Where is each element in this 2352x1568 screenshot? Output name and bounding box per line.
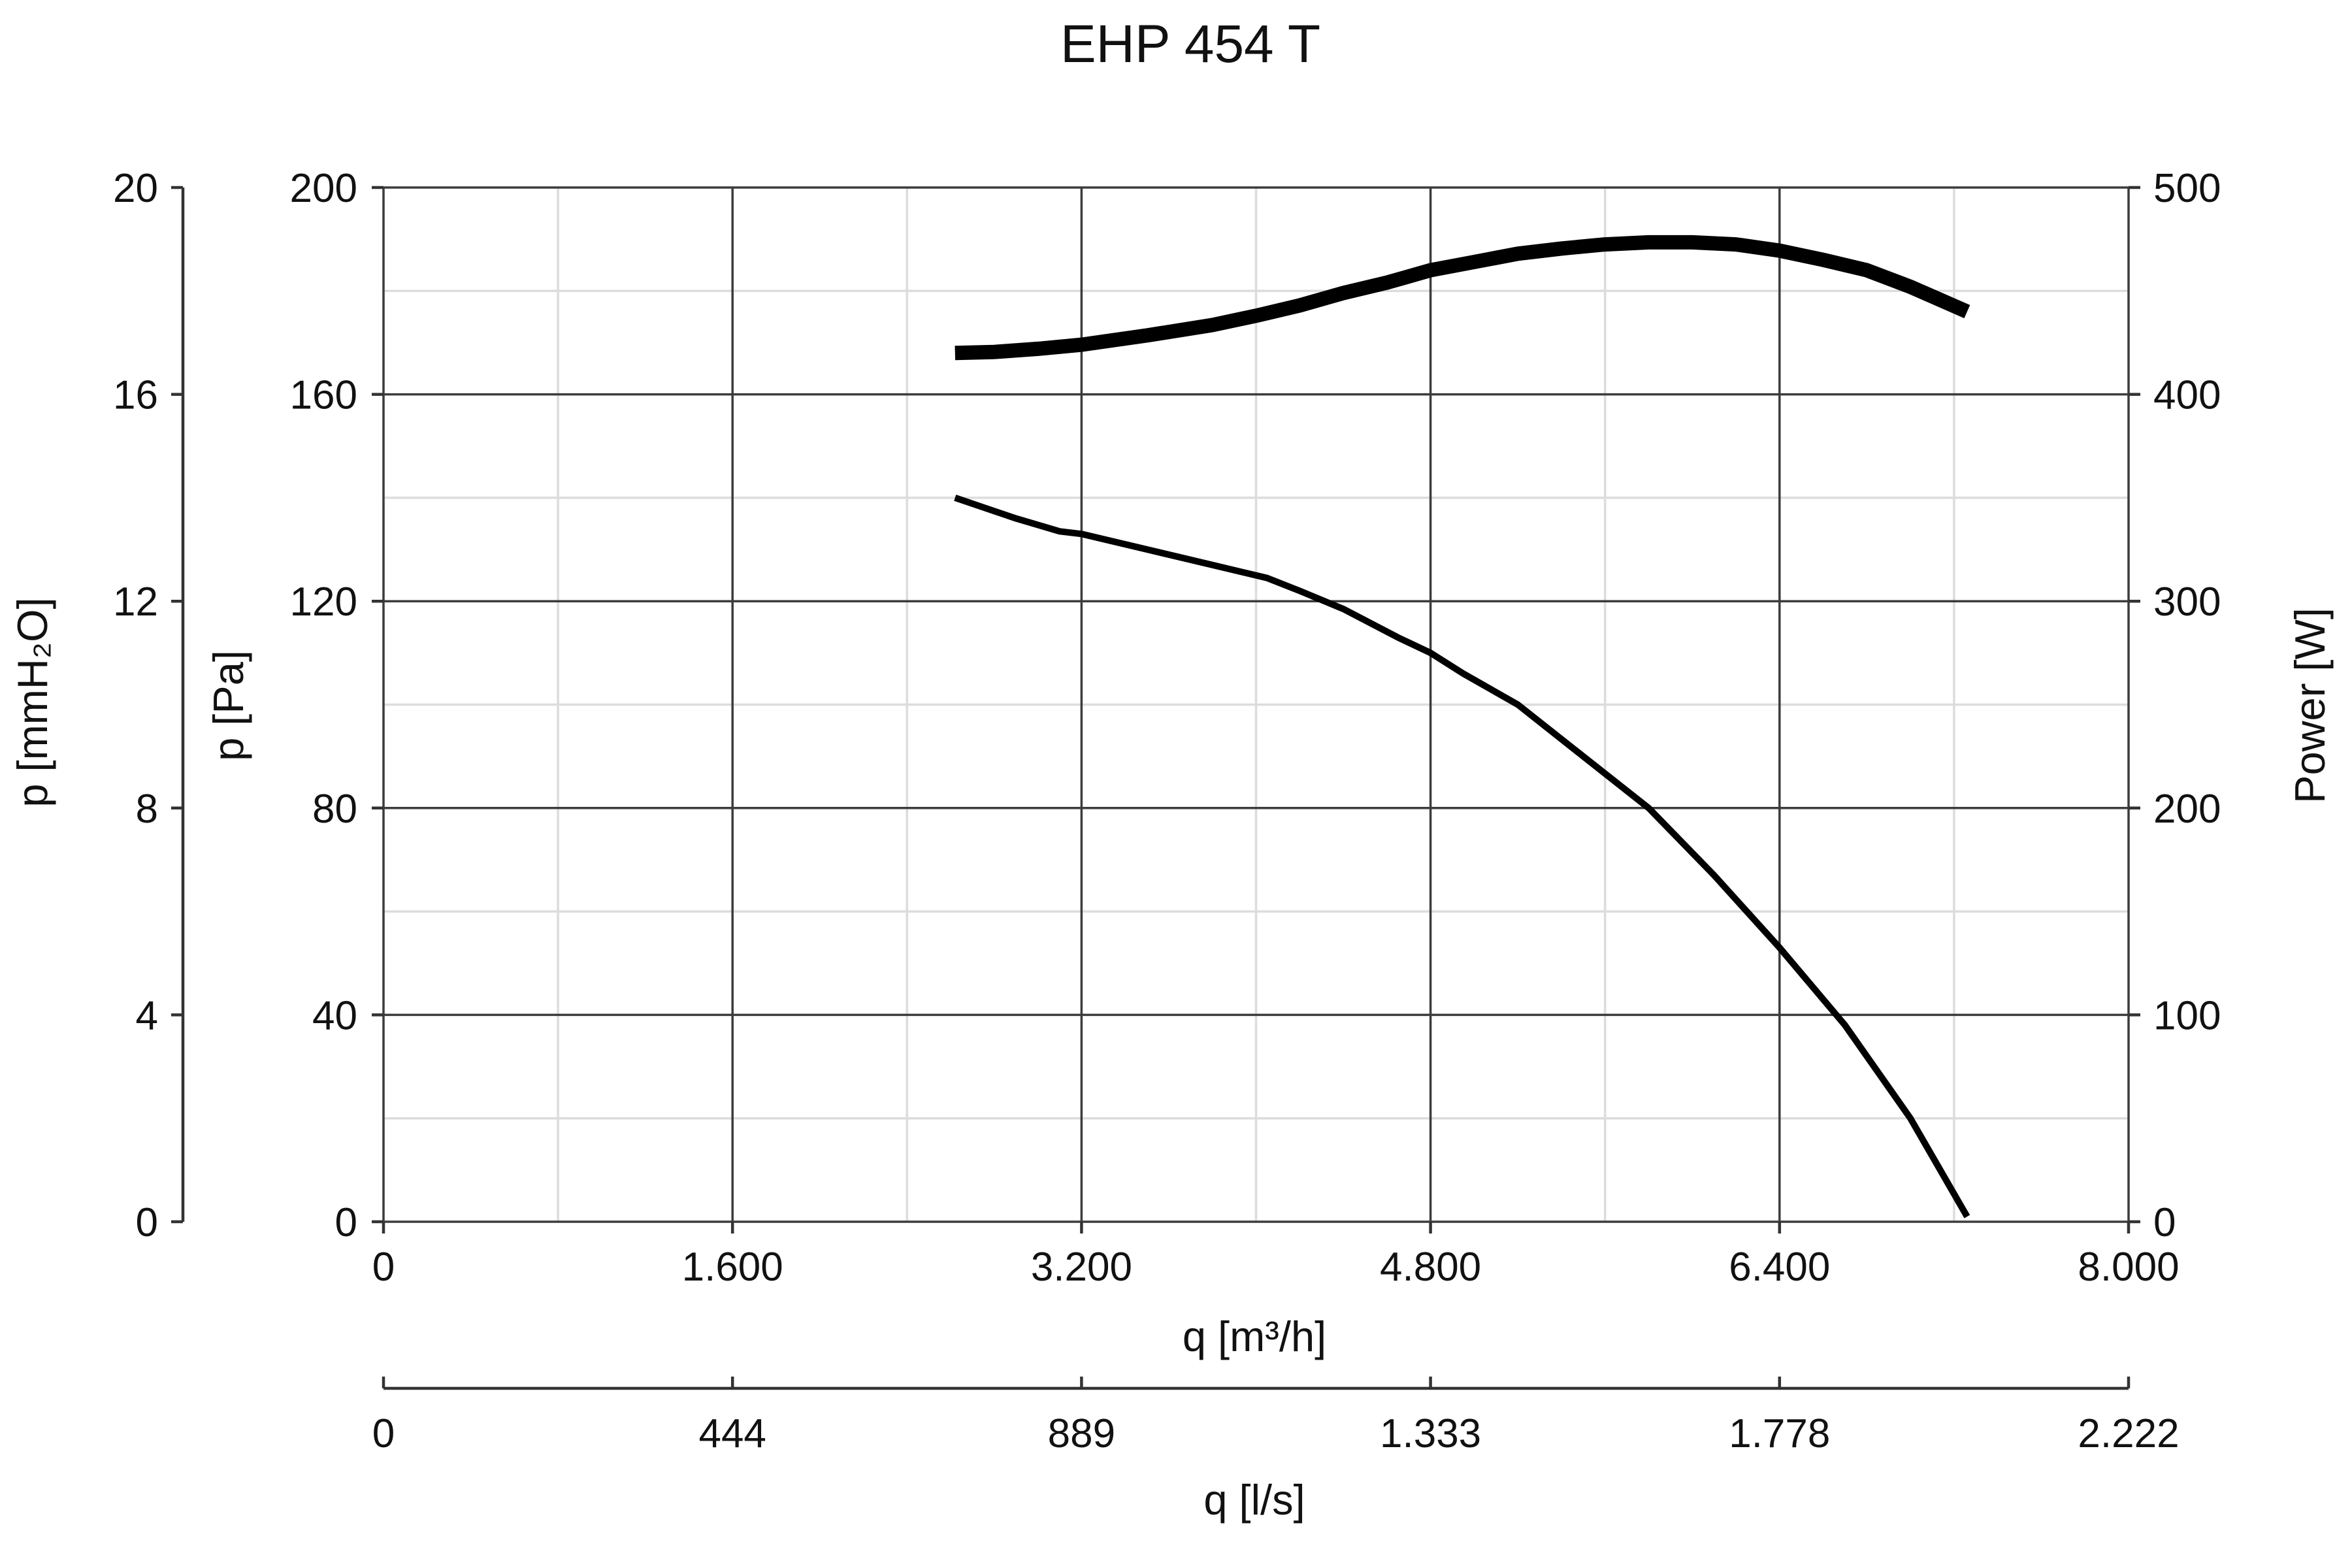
- y-right-tick-label: 0: [2153, 1200, 2176, 1245]
- y-right-tick-label: 200: [2153, 787, 2221, 832]
- grid-minor: [384, 188, 2129, 1222]
- pressure-curve: [954, 495, 1970, 1218]
- series: [954, 235, 1970, 1218]
- x-tick-label: 3.200: [1031, 1245, 1132, 1290]
- y-tick-label: 0: [335, 1200, 357, 1245]
- x-tick-label: 8.000: [2078, 1245, 2179, 1290]
- y-tick-label: 200: [290, 166, 357, 211]
- y-tick-label: 40: [312, 993, 357, 1038]
- y2-tick-label: 0: [136, 1200, 158, 1245]
- x-tick-label: 6.400: [1729, 1245, 1830, 1290]
- x2-tick-label: 0: [372, 1411, 395, 1456]
- x2-tick-label: 2.222: [2078, 1411, 2179, 1456]
- y2-tick-label: 8: [136, 787, 158, 832]
- x-axis-label: q [m³/h]: [1183, 1313, 1326, 1360]
- y-tick-label: 120: [290, 580, 357, 625]
- chart-title: EHP 454 T: [1060, 14, 1320, 74]
- x2-tick-label: 1.778: [1729, 1411, 1830, 1456]
- y-right-tick-label: 500: [2153, 166, 2221, 211]
- axes: [171, 186, 2140, 1390]
- y-tick-label: 160: [290, 373, 357, 418]
- x-tick-label: 0: [372, 1245, 395, 1290]
- y2-tick-label: 12: [113, 580, 158, 625]
- power-curve: [955, 235, 1970, 361]
- y-axis-label: p [Pa]: [204, 650, 252, 761]
- y-tick-label: 80: [312, 787, 357, 832]
- y2-axis-label: p [mmH₂O]: [8, 597, 56, 807]
- x2-axis-label: q [l/s]: [1203, 1476, 1305, 1524]
- x2-tick-label: 889: [1048, 1411, 1115, 1456]
- y-right-tick-label: 300: [2153, 580, 2221, 625]
- y-right-axis-label: Power [W]: [2286, 608, 2334, 804]
- y-right-tick-label: 400: [2153, 373, 2221, 418]
- y2-tick-label: 20: [113, 166, 158, 211]
- grid-major: [382, 186, 2130, 1223]
- y2-tick-label: 4: [136, 993, 158, 1038]
- x2-tick-label: 444: [698, 1411, 766, 1456]
- x-tick-label: 4.800: [1380, 1245, 1481, 1290]
- x2-tick-label: 1.333: [1380, 1411, 1481, 1456]
- y2-tick-label: 16: [113, 373, 158, 418]
- x-tick-label: 1.600: [682, 1245, 783, 1290]
- y-right-tick-label: 100: [2153, 993, 2221, 1038]
